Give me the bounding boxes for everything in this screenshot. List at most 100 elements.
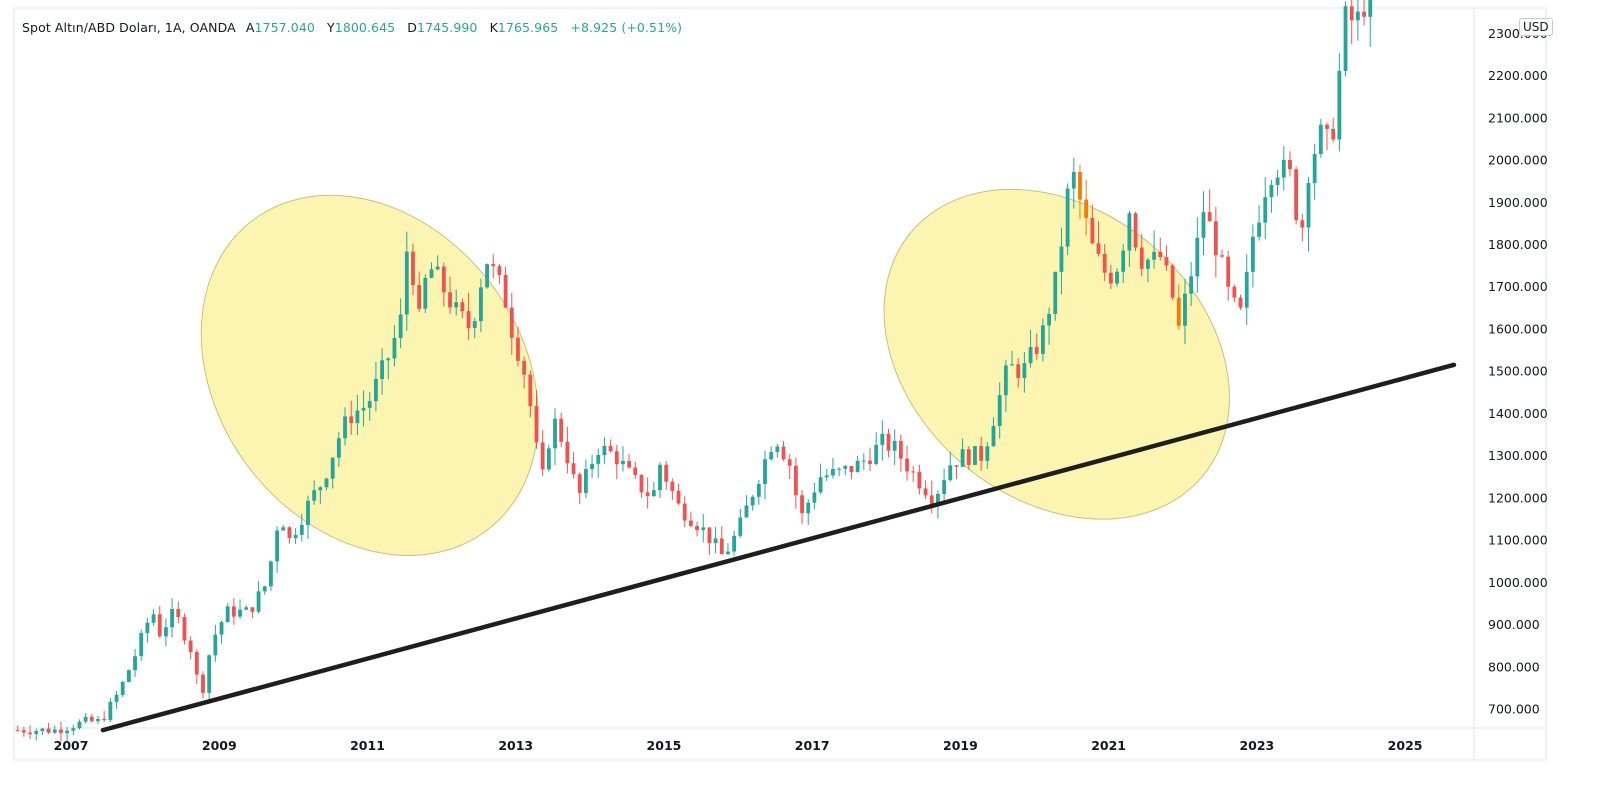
candle-up [373, 379, 378, 402]
high-key: Y [327, 20, 335, 35]
candle-down [664, 464, 669, 482]
candle-down [1090, 217, 1095, 244]
candle-up [750, 496, 755, 506]
candle-up [213, 634, 218, 656]
open-key: A [245, 20, 255, 35]
candle-up [262, 586, 267, 592]
y-tick-label: 2200.000 [1488, 68, 1548, 83]
candle-down [102, 718, 107, 721]
candle-down [670, 481, 675, 491]
candle-up [806, 502, 811, 514]
currency-badge[interactable]: USD [1519, 18, 1553, 36]
candle-down [707, 527, 712, 544]
y-tick-label: 900.000 [1488, 617, 1540, 632]
candle-up [1355, 11, 1360, 21]
candle-up [1306, 183, 1311, 228]
candle-down [417, 285, 422, 309]
candle-down [540, 442, 545, 470]
candle-up [960, 449, 965, 467]
change-value: +8.925 (+0.51%) [570, 20, 683, 35]
candle-up [1281, 159, 1286, 178]
candle-down [1207, 212, 1212, 222]
candle-up [77, 721, 82, 729]
candle-up [1152, 251, 1156, 260]
candle-up [398, 314, 403, 338]
y-tick-label: 1200.000 [1488, 490, 1548, 505]
candle-up [1312, 153, 1317, 184]
candle-up [1343, 6, 1348, 71]
candle-up [40, 728, 45, 731]
candle-up [732, 535, 737, 552]
candle-down [349, 416, 354, 424]
candle-up [546, 448, 551, 470]
candle-down [917, 471, 922, 489]
candle-up [423, 277, 428, 309]
candle-up [1368, 0, 1373, 17]
candle-up [1028, 347, 1033, 364]
candle-up [343, 416, 347, 439]
candle-up [151, 614, 156, 623]
x-tick-label: 2021 [1091, 738, 1126, 753]
candle-up [590, 463, 594, 470]
y-tick-label: 1600.000 [1488, 321, 1548, 336]
candle-up [392, 337, 397, 359]
candle-down [466, 311, 471, 329]
x-tick-label: 2015 [647, 738, 682, 753]
candle-down [46, 728, 51, 733]
candle-down [89, 716, 94, 722]
candle-down [1331, 128, 1336, 140]
candle-down [793, 465, 798, 496]
candle-up [52, 729, 57, 733]
candle-up [238, 609, 242, 617]
candle-down [1288, 159, 1292, 170]
candle-up [1244, 271, 1249, 308]
y-tick-label: 1900.000 [1488, 195, 1548, 210]
low-key: D [407, 20, 418, 35]
candle-down [954, 465, 959, 467]
candle-down [565, 441, 570, 464]
candle-down [1300, 220, 1305, 228]
candle-up [1201, 212, 1206, 238]
x-tick-label: 2011 [350, 738, 385, 753]
candle-up [775, 446, 780, 453]
candle-up [380, 360, 385, 380]
candle-down [1294, 169, 1299, 221]
x-tick-label: 2009 [202, 738, 237, 753]
candle-up [1047, 313, 1052, 326]
candle-down [1176, 297, 1181, 326]
candle-up [120, 681, 125, 695]
y-tick-label: 1400.000 [1488, 406, 1548, 421]
y-tick-label: 1300.000 [1488, 448, 1548, 463]
candle-up [596, 455, 601, 464]
candle-up [583, 469, 588, 493]
candle-up [170, 609, 175, 628]
close-key: K [489, 20, 498, 35]
candle-up [361, 407, 366, 411]
candle-down [682, 503, 687, 521]
candle-up [553, 418, 557, 449]
candle-up [1041, 325, 1045, 354]
plot-border [13, 7, 1547, 761]
candle-up [275, 530, 280, 562]
candle-up [602, 445, 607, 456]
candle-up [1071, 171, 1076, 189]
candles [15, 0, 1373, 742]
candle-up [892, 440, 897, 451]
candle-up [948, 465, 953, 481]
highlight-ellipses [200, 188, 1230, 556]
candle-down [577, 474, 582, 493]
highlight-ellipse [200, 194, 539, 556]
candle-up [831, 468, 835, 476]
candle-up [880, 433, 885, 445]
candle-up [219, 622, 224, 635]
candle-up [114, 694, 119, 702]
candle-down [905, 458, 909, 472]
candle-up [34, 730, 39, 735]
candle-up [139, 633, 144, 657]
candle-up [1065, 188, 1070, 247]
candle-down [491, 264, 496, 267]
candle-up [658, 464, 662, 491]
candle-up [997, 395, 1002, 426]
